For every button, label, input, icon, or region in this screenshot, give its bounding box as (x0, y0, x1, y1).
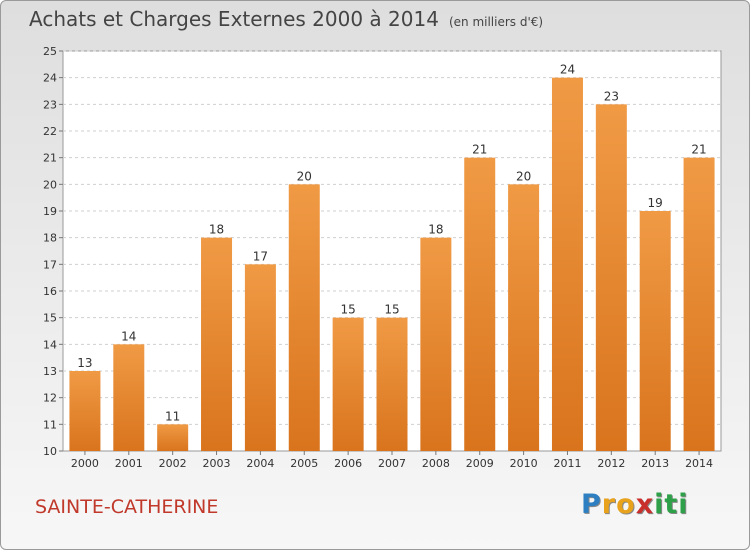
y-tick-label: 18 (43, 232, 57, 245)
y-tick-label: 14 (43, 338, 57, 351)
logo-letter: r (601, 489, 617, 520)
bar (157, 424, 189, 451)
bar (464, 157, 496, 451)
x-tick-label: 2005 (290, 457, 318, 470)
x-tick-label: 2010 (510, 457, 538, 470)
x-tick-label: 2002 (159, 457, 187, 470)
data-label: 17 (253, 249, 268, 263)
logo-letter: P (581, 489, 602, 520)
x-tick-label: 2003 (203, 457, 231, 470)
y-tick-label: 19 (43, 205, 57, 218)
x-tick-label: 2001 (115, 457, 143, 470)
data-label: 23 (604, 89, 619, 103)
x-tick-label: 2007 (378, 457, 406, 470)
y-tick-label: 12 (43, 392, 57, 405)
data-label: 24 (560, 63, 575, 77)
bar (244, 264, 276, 451)
x-tick-label: 2012 (597, 457, 625, 470)
data-label: 18 (209, 223, 224, 237)
data-label: 21 (472, 143, 487, 157)
proxiti-logo: Proxiti (581, 489, 689, 520)
data-label: 19 (648, 196, 663, 210)
bar (508, 184, 540, 452)
y-tick-label: 13 (43, 365, 57, 378)
y-tick-label: 15 (43, 312, 57, 325)
bar (201, 237, 233, 451)
logo-letter: i (654, 489, 665, 520)
x-tick-label: 2006 (334, 457, 362, 470)
bar (69, 371, 101, 451)
y-tick-label: 17 (43, 258, 57, 271)
y-tick-label: 10 (43, 445, 57, 458)
logo-letter: i (678, 489, 689, 520)
data-label: 11 (165, 409, 180, 423)
y-tick-label: 25 (43, 45, 57, 58)
y-tick-label: 24 (43, 72, 57, 85)
bar (288, 184, 320, 452)
bar (551, 77, 583, 452)
data-label: 15 (384, 303, 399, 317)
y-tick-label: 22 (43, 125, 57, 138)
bar (113, 344, 145, 451)
logo-letter: x (635, 489, 655, 520)
y-tick-label: 16 (43, 285, 57, 298)
chart-title: Achats et Charges Externes 2000 à 2014 (e… (29, 7, 543, 31)
bar (420, 237, 452, 451)
y-tick-label: 20 (43, 178, 57, 191)
x-tick-label: 2004 (246, 457, 274, 470)
bar (332, 317, 364, 451)
bar (683, 157, 715, 451)
logo-letter: o (616, 489, 636, 520)
place-name: SAINTE-CATHERINE (35, 496, 219, 518)
logo-letter: t (664, 489, 679, 520)
data-label: 18 (428, 223, 443, 237)
data-label: 13 (77, 356, 92, 370)
y-tick-label: 11 (43, 418, 57, 431)
x-tick-label: 2009 (466, 457, 494, 470)
y-tick-label: 21 (43, 152, 57, 165)
data-label: 21 (691, 143, 706, 157)
data-label: 14 (121, 329, 136, 343)
bar (595, 104, 627, 451)
data-label: 15 (340, 303, 355, 317)
x-tick-label: 2014 (685, 457, 713, 470)
data-label: 20 (297, 169, 312, 183)
x-tick-label: 2011 (553, 457, 581, 470)
x-tick-label: 2008 (422, 457, 450, 470)
bar (376, 317, 408, 451)
x-tick-label: 2000 (71, 457, 99, 470)
chart-title-text: Achats et Charges Externes 2000 à 2014 (29, 7, 439, 31)
data-label: 20 (516, 169, 531, 183)
bar (639, 211, 671, 451)
x-tick-label: 2013 (641, 457, 669, 470)
chart-subtitle: (en milliers d'€) (448, 15, 544, 29)
y-tick-label: 23 (43, 98, 57, 111)
